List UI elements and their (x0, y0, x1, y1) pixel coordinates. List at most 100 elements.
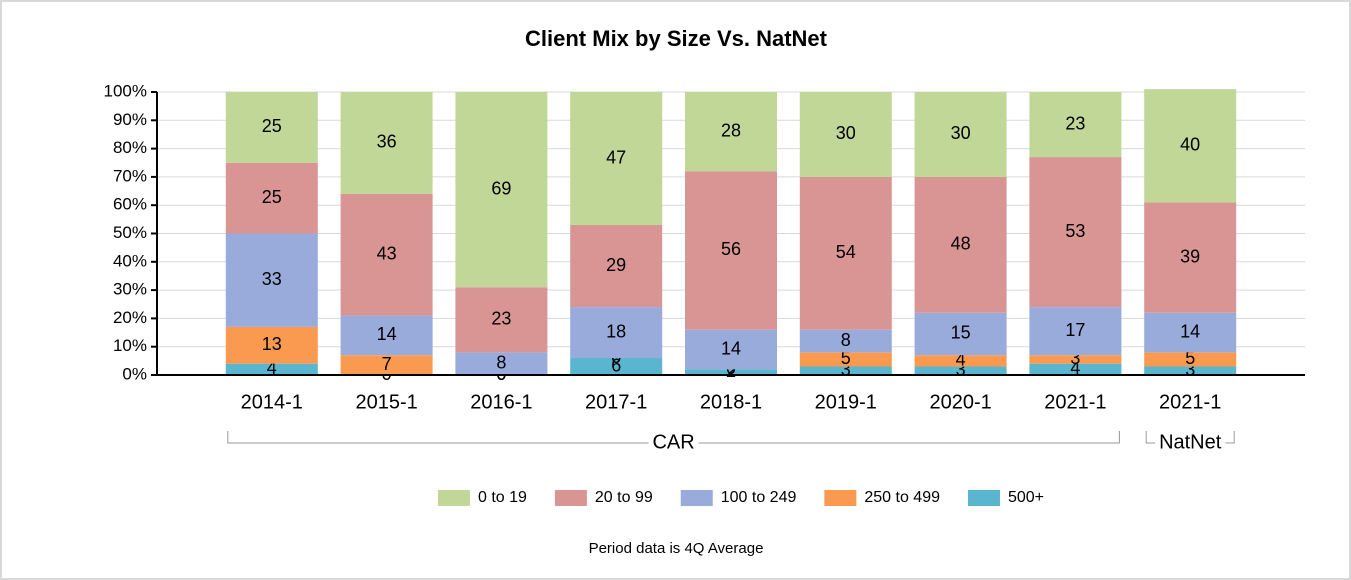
bar-segment (685, 329, 777, 370)
data-label: 3 (1070, 348, 1080, 368)
data-label: 40 (1180, 135, 1200, 155)
bar-segment (914, 355, 1007, 367)
y-tick-label: 20% (113, 308, 147, 327)
chart-note: Period data is 4Q Average (589, 540, 764, 557)
bar-segment (225, 92, 318, 163)
bar-segment (340, 193, 433, 316)
group-bracket (1145, 431, 1235, 444)
data-label: 17 (1065, 320, 1085, 340)
x-tick-label: 2014-1 (241, 391, 303, 413)
bar-segment (685, 369, 777, 375)
y-tick-label: 10% (113, 336, 147, 355)
data-label: 25 (262, 187, 282, 207)
data-label: 29 (606, 255, 626, 275)
bar-segment (1029, 157, 1122, 308)
data-label: 53 (1065, 221, 1085, 241)
bar-segment (570, 307, 663, 359)
y-tick-label: 50% (113, 223, 147, 242)
data-label: 69 (491, 178, 511, 198)
data-label: 4 (1070, 358, 1080, 378)
x-tick-label: 2019-1 (815, 391, 877, 413)
bar-segment (799, 352, 892, 367)
legend-label: 0 to 19 (478, 489, 527, 506)
data-label: 2 (726, 361, 736, 381)
data-label: 23 (491, 309, 511, 329)
group-label: CAR (652, 431, 694, 453)
data-label: 47 (606, 147, 626, 167)
data-label: 33 (262, 269, 282, 289)
bar-segment (1144, 366, 1237, 375)
bar-segment (340, 92, 433, 194)
y-tick-label: 90% (113, 110, 147, 129)
x-tick-label: 2021-1 (1044, 391, 1106, 413)
bar-segment (225, 233, 318, 327)
bar-segment (799, 329, 892, 353)
group-label: NatNet (1159, 431, 1222, 453)
group-bracket (227, 431, 1120, 444)
bar-segment (1029, 307, 1122, 356)
bar-segment (685, 92, 777, 172)
bar-segment (455, 92, 548, 288)
data-label: 36 (377, 132, 397, 152)
data-label: 39 (1180, 246, 1200, 266)
data-label: 30 (836, 123, 856, 143)
data-label: 28 (721, 120, 741, 140)
data-label: 14 (1180, 321, 1200, 341)
bar-segment (1144, 312, 1237, 353)
bar-segment (1144, 352, 1237, 367)
y-tick-label: 100% (104, 81, 147, 100)
data-label: 4 (956, 350, 966, 370)
bar-segment (570, 358, 663, 375)
x-tick-label: 2020-1 (929, 391, 991, 413)
bar-segment (799, 176, 892, 330)
data-label: 6 (611, 355, 621, 375)
x-tick-label: 2017-1 (585, 391, 647, 413)
bar-segment (225, 326, 318, 364)
bar-segment (570, 92, 663, 226)
legend-label: 100 to 249 (721, 489, 797, 506)
data-label: 54 (836, 242, 856, 262)
data-label: 23 (1065, 113, 1085, 133)
data-label: 4 (267, 358, 277, 378)
bar-segment (914, 176, 1007, 313)
bar-segment (799, 92, 892, 177)
bar-segment (340, 355, 433, 375)
data-label: 3 (1185, 360, 1195, 380)
bar-segment (455, 352, 548, 375)
y-tick-label: 60% (113, 195, 147, 214)
bar-segment (1029, 92, 1122, 158)
data-label: 14 (377, 324, 397, 344)
y-tick-label: 70% (113, 166, 147, 185)
legend-label: 500+ (1008, 489, 1044, 506)
legend-swatch (967, 490, 1000, 506)
legend: 0 to 19 20 to 99 100 to 249 250 to 499 500+ (437, 489, 1044, 506)
legend-swatch (437, 490, 470, 506)
bar-segment (1029, 363, 1122, 375)
legend-label: 20 to 99 (595, 489, 653, 506)
bar-segment (570, 225, 663, 308)
data-label: 3 (956, 360, 966, 380)
bar-segment (1144, 89, 1237, 203)
y-tick-label: 40% (113, 251, 147, 270)
data-label: 8 (841, 330, 851, 350)
x-tick-label: 2021-1 (1159, 391, 1221, 413)
bar-segment (1029, 355, 1122, 364)
data-label: 56 (721, 239, 741, 259)
data-label: 5 (1185, 348, 1195, 368)
bar-segment (914, 366, 1007, 375)
x-tick-label: 2018-1 (700, 391, 762, 413)
data-label: 8 (496, 352, 506, 372)
chart-title: Client Mix by Size Vs. NatNet (525, 26, 828, 51)
data-label: 5 (841, 348, 851, 368)
legend-swatch (554, 490, 587, 506)
y-tick-label: 0% (122, 364, 147, 383)
data-label: 25 (262, 116, 282, 136)
data-label: 13 (262, 334, 282, 354)
legend-swatch (824, 490, 857, 506)
bar-segment (225, 162, 318, 234)
bar-segment (799, 366, 892, 375)
bar-segment (225, 363, 318, 375)
bar-segment (1144, 202, 1237, 313)
data-label: 7 (382, 354, 392, 374)
